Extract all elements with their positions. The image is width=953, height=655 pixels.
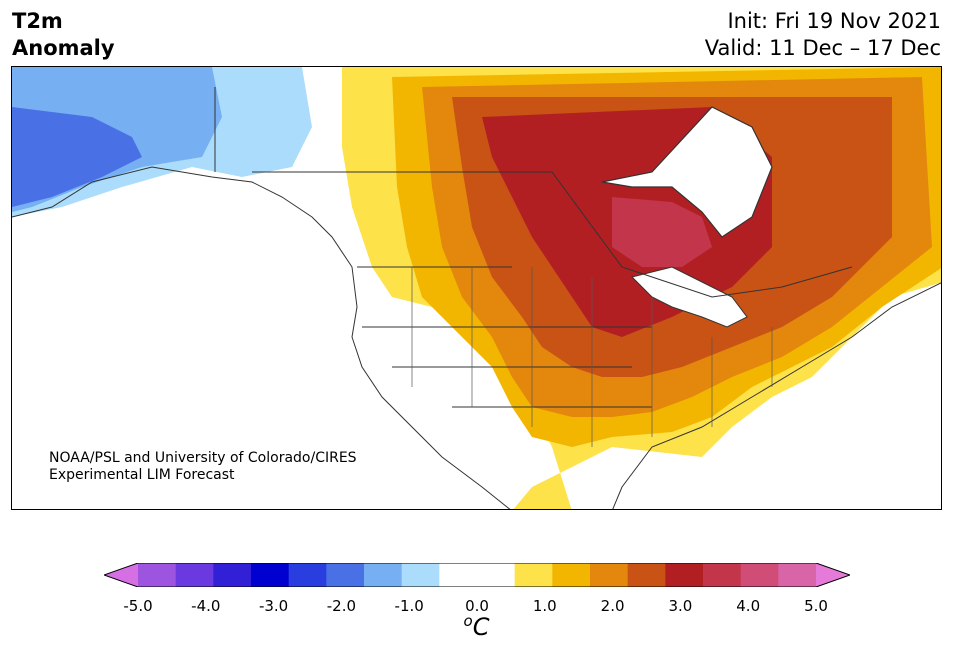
colorbar-segment [251,563,290,587]
credit-line1: NOAA/PSL and University of Colorado/CIRE… [49,450,357,466]
colorbar-extend-low [104,563,138,587]
anomaly-map [11,66,942,510]
colorbar-segment [514,563,553,587]
colorbar-tick-label: 5.0 [804,597,828,615]
colorbar-segment [439,563,478,587]
colorbar-tick-label: -3.0 [258,597,289,615]
colorbar-tick-label: 2.0 [600,597,625,615]
colorbar-segment [175,563,214,587]
title-type: Anomaly [12,36,115,60]
colorbar-tick-label: -1.0 [394,597,424,615]
colorbar-tick-label: 1.0 [532,597,557,615]
colorbar-unit: oC [0,612,953,641]
colorbar-segment [590,563,629,587]
colorbar-extend-high [816,563,850,587]
colorbar-segment [552,563,591,587]
colorbar-segment [703,563,742,587]
hudson-bay [601,106,773,238]
state-borders [411,267,773,447]
coastlines [12,87,941,509]
colorbar-tick-label: -2.0 [326,597,357,615]
colorbar-segment [740,563,779,587]
anomaly-neg-1.5-2 [12,107,142,207]
colorbar-segment [326,563,365,587]
unit-degree: o [463,612,473,630]
title-variable: T2m [12,9,63,33]
anomaly-3-3.5 [612,197,712,267]
credit-text: NOAA/PSL and University of Colorado/CIRE… [49,450,357,484]
great-lakes [631,266,748,328]
colorbar-tick-label: 4.0 [736,597,761,615]
colorbar-tick-label: -5.0 [123,597,153,615]
colorbar-segment [477,563,516,587]
colorbar-segment [364,563,403,587]
colorbar-segment [213,563,252,587]
colorbar-segment [288,563,327,587]
init-date: Init: Fri 19 Nov 2021 [727,9,941,33]
colorbar-tick-label: -4.0 [191,597,221,615]
valid-range: Valid: 11 Dec – 17 Dec [704,36,941,60]
map-title: T2m Anomaly [12,8,115,62]
colorbar-segment [138,563,177,587]
colorbar [104,563,850,587]
colorbar-tick-label: 3.0 [668,597,693,615]
colorbar-segment [778,563,817,587]
credit-line2: Experimental LIM Forecast [49,467,235,483]
colorbar-tick-label: 0.0 [465,597,489,615]
colorbar-segment [627,563,666,587]
colorbar-segment [401,563,440,587]
map-svg [12,67,941,509]
unit-symbol: C [472,613,490,641]
forecast-dates: Init: Fri 19 Nov 2021 Valid: 11 Dec – 17… [705,8,941,62]
colorbar-segment [665,563,704,587]
